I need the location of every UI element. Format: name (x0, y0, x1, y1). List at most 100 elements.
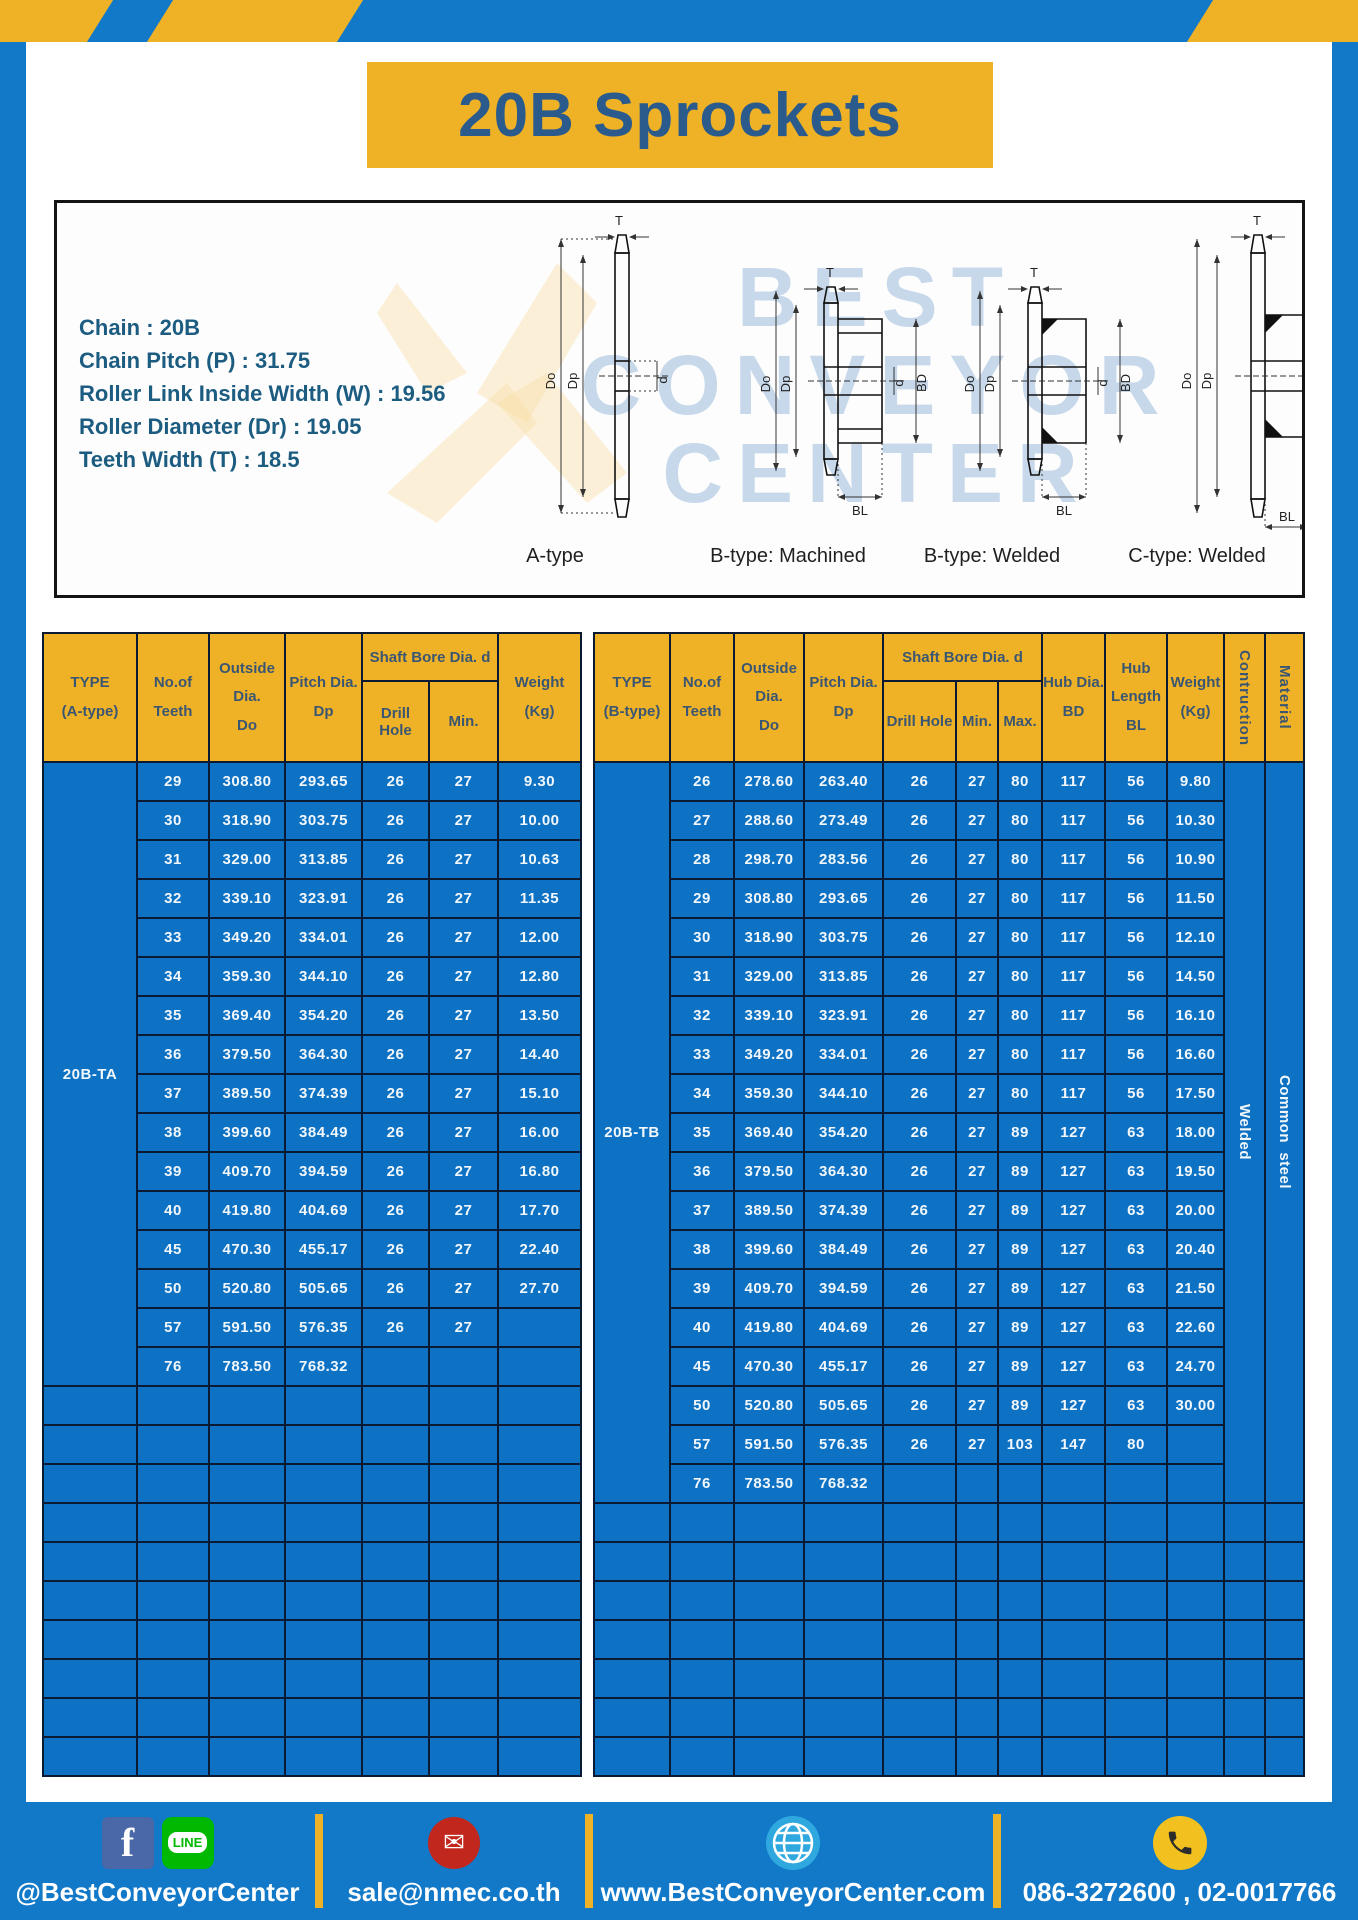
table-cell: 76 (669, 1463, 735, 1504)
table-cell: 27 (955, 1151, 999, 1192)
empty-cell (669, 1736, 735, 1777)
spec-line: Teeth Width (T) : 18.5 (79, 447, 300, 472)
empty-cell (208, 1658, 286, 1699)
empty-cell (42, 1580, 138, 1621)
table-cell: 470.30 (733, 1346, 805, 1387)
footer-divider (315, 1814, 323, 1908)
table-cell: 89 (997, 1151, 1043, 1192)
empty-cell (361, 1736, 430, 1777)
empty-cell (497, 1463, 583, 1504)
spec-line: Chain : 20B (79, 315, 201, 340)
empty-cell (427, 1697, 500, 1738)
dim-label-bl: BL (852, 503, 868, 518)
table-cell: 26 (882, 1346, 957, 1387)
table-cell: 38 (136, 1112, 210, 1153)
col-header-drill-hole: Drill Hole (882, 680, 957, 763)
table-cell: 32 (136, 878, 210, 919)
mail-icon: ✉ (428, 1816, 480, 1869)
table-cell: 364.30 (284, 1034, 363, 1075)
table-cell: 34 (669, 1073, 735, 1114)
empty-cell (42, 1463, 138, 1504)
table-cell: 22.40 (497, 1229, 583, 1270)
empty-cell (136, 1658, 210, 1699)
table-cell: 30 (669, 917, 735, 958)
table-cell: 27 (955, 1346, 999, 1387)
table-cell: 26 (882, 1073, 957, 1114)
table-cell: 103 (997, 1424, 1043, 1465)
table-cell: 12.10 (1166, 917, 1225, 958)
table-cell: 313.85 (803, 956, 884, 997)
table-cell: 27 (427, 761, 500, 802)
table-cell: 26 (882, 956, 957, 997)
table-cell: 26 (882, 761, 957, 802)
table-cell: 30.00 (1166, 1385, 1225, 1426)
table-cell: 313.85 (284, 839, 363, 880)
empty-cell (593, 1580, 671, 1621)
empty-cell (42, 1385, 138, 1426)
col-header-min: Min. (955, 680, 999, 763)
empty-cell (361, 1385, 430, 1426)
table-row: 34 359.30 344.10 26 27 80 117 56 17.50 (594, 1073, 1304, 1114)
table-cell: 80 (1104, 1424, 1168, 1465)
empty-table-row (42, 1658, 583, 1699)
table-cell: 56 (1104, 1073, 1168, 1114)
table-cell (361, 1346, 430, 1387)
table-cell (1166, 1463, 1225, 1504)
empty-table-row (593, 1736, 1305, 1777)
table-cell: 89 (997, 1229, 1043, 1270)
empty-cell (733, 1502, 805, 1543)
table-cell: 576.35 (803, 1424, 884, 1465)
empty-cell (1223, 1658, 1266, 1699)
table-cell: 80 (997, 995, 1043, 1036)
empty-cell (284, 1424, 363, 1465)
col-header-hub-length: Hub Length BL (1104, 632, 1168, 763)
empty-cell (42, 1502, 138, 1543)
table-cell: 20.00 (1166, 1190, 1225, 1231)
table-a-type: TYPE (A-type) No.of Teeth Outside Dia. Do Pi… (42, 632, 583, 1777)
empty-cell (361, 1424, 430, 1465)
empty-cell (1223, 1697, 1266, 1738)
empty-cell (497, 1697, 583, 1738)
empty-cell (208, 1502, 286, 1543)
table-cell: 16.80 (497, 1151, 583, 1192)
table-row: 38 399.60 384.49 26 27 16.00 (43, 1112, 583, 1153)
table-cell: 339.10 (733, 995, 805, 1036)
empty-cell (284, 1502, 363, 1543)
caption-c-type-welded: C-type: Welded (1128, 545, 1266, 567)
table-cell: 50 (136, 1268, 210, 1309)
table-cell: 591.50 (208, 1307, 286, 1348)
footer-website-section: www.BestConveyorCenter.com (593, 1802, 993, 1920)
empty-cell (593, 1541, 671, 1582)
empty-table-row (593, 1619, 1305, 1660)
table-cell: 63 (1104, 1112, 1168, 1153)
empty-cell (955, 1502, 999, 1543)
col-header-outside-dia: Outside Dia. Do (733, 632, 805, 763)
empty-cell (1041, 1736, 1106, 1777)
table-cell: 26 (361, 1229, 430, 1270)
table-cell: 80 (997, 1073, 1043, 1114)
empty-cell (136, 1580, 210, 1621)
col-header-max: Max. (997, 680, 1043, 763)
empty-cell (1104, 1619, 1168, 1660)
table-cell: 26 (882, 1034, 957, 1075)
table-cell: 56 (1104, 839, 1168, 880)
empty-cell (1041, 1619, 1106, 1660)
table-cell: 21.50 (1166, 1268, 1225, 1309)
table-cell (427, 1346, 500, 1387)
col-header-type: TYPE (B-type) (593, 632, 671, 763)
page-frame-right (1332, 42, 1358, 1802)
table-row: 76 783.50 768.32 (594, 1463, 1304, 1504)
table-cell: 293.65 (284, 761, 363, 802)
table-cell: 16.10 (1166, 995, 1225, 1036)
empty-cell (593, 1697, 671, 1738)
table-cell: 404.69 (803, 1307, 884, 1348)
empty-cell (1166, 1658, 1225, 1699)
table-row: 31 329.00 313.85 26 27 80 117 56 14.50 (594, 956, 1304, 997)
table-cell: 409.70 (208, 1151, 286, 1192)
col-header-hub-dia: Hub Dia. BD (1041, 632, 1106, 763)
material-cell: Common steel (1264, 761, 1305, 1504)
table-cell: 26 (361, 1034, 430, 1075)
table-cell: 27 (427, 956, 500, 997)
empty-cell (284, 1541, 363, 1582)
caption-b-type-welded: B-type: Welded (923, 545, 1061, 567)
